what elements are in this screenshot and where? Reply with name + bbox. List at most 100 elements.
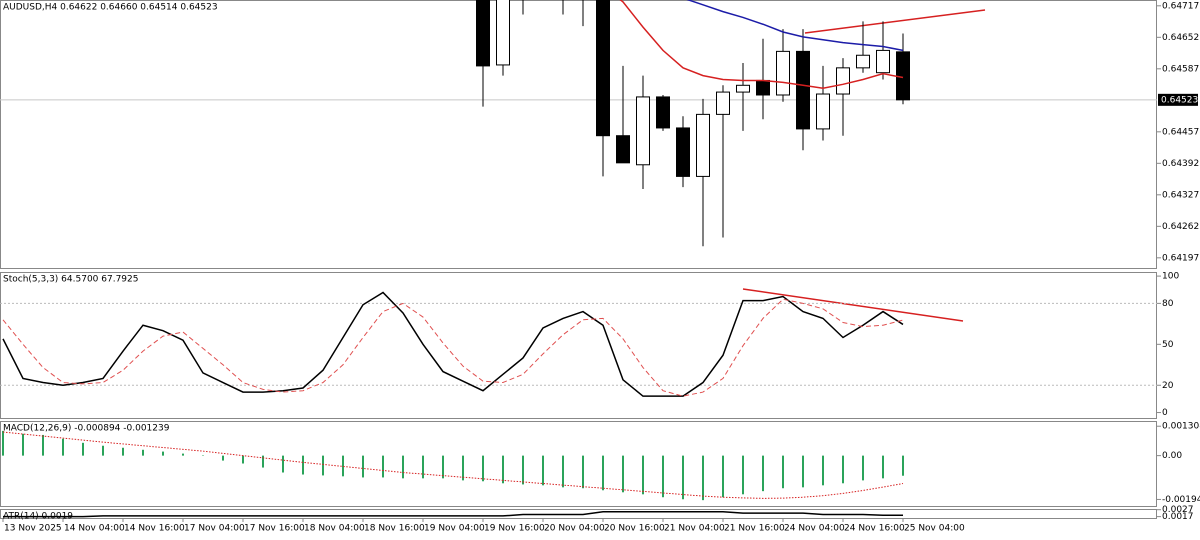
main-pane <box>0 0 1157 269</box>
y-tick-label: 0.64457 <box>1162 127 1199 137</box>
y-tick-label: 0.64197 <box>1162 253 1199 263</box>
y-tick-label: 100 <box>1162 272 1179 282</box>
candle-body <box>876 49 890 74</box>
x-tick-label: 21 Nov 16:00 <box>724 524 785 534</box>
histogram-bar <box>702 455 704 501</box>
histogram-bar <box>582 455 584 489</box>
histogram-bar <box>102 445 104 456</box>
x-tick-label: 14 Nov 16:00 <box>124 524 185 534</box>
stoch-pane <box>0 272 1157 419</box>
histogram-bar <box>62 438 64 456</box>
histogram-bar <box>842 455 844 484</box>
y-tick-label: 0.64262 <box>1162 222 1199 232</box>
histogram-bar <box>782 455 784 489</box>
y-tick-label: 0.64717 <box>1162 1 1199 11</box>
histogram-bar <box>562 455 564 488</box>
x-tick-label: 24 Nov 16:00 <box>844 524 905 534</box>
candle-body <box>896 51 910 101</box>
x-tick-label: 17 Nov 04:00 <box>184 524 245 534</box>
pane-title: MACD(12,26,9) -0.000894 -0.001239 <box>3 424 170 434</box>
histogram-bar <box>282 455 284 473</box>
candle-body <box>656 96 670 129</box>
moving-average <box>619 0 904 89</box>
histogram-bar <box>522 455 524 485</box>
histogram-bar <box>322 455 324 476</box>
x-tick-label: 25 Nov 04:00 <box>904 524 965 534</box>
candle-body <box>776 50 790 96</box>
candle-body <box>716 91 730 115</box>
price-label-box <box>1158 93 1198 106</box>
y-tick-label: 0.64587 <box>1162 64 1199 74</box>
x-tick-label: 19 Nov 04:00 <box>424 524 485 534</box>
candle-body <box>836 67 850 95</box>
histogram-bar <box>262 455 264 468</box>
x-tick-label: 20 Nov 04:00 <box>544 524 605 534</box>
pane-title: Stoch(5,3,3) 64.5700 67.7925 <box>3 275 138 285</box>
y-tick-label: 80 <box>1162 299 1174 309</box>
y-tick-label: 0 <box>1162 408 1168 418</box>
histogram-bar <box>1 430 4 456</box>
histogram-bar <box>22 433 24 456</box>
signal-line <box>2 431 904 499</box>
candle-body <box>676 127 690 177</box>
macd-pane <box>0 421 1157 507</box>
trendline <box>742 288 964 322</box>
histogram-bar <box>742 455 744 495</box>
candle-body <box>636 96 650 166</box>
candle-body <box>856 54 870 69</box>
histogram-bar <box>42 434 44 456</box>
histogram-bar <box>162 451 164 456</box>
candle-body <box>476 0 490 67</box>
candle-body <box>696 113 710 177</box>
y-tick-label: 0.001308 <box>1162 422 1200 432</box>
x-tick-label: 19 Nov 16:00 <box>484 524 545 534</box>
histogram-bar <box>382 455 384 478</box>
x-tick-label: 18 Nov 16:00 <box>364 524 425 534</box>
histogram-bar <box>422 455 424 479</box>
indicator-line <box>2 298 904 397</box>
candle-body <box>816 93 830 130</box>
pane-plot <box>0 291 1157 397</box>
histogram-bar <box>802 455 804 488</box>
candle-body <box>596 0 610 137</box>
histogram-bar <box>242 455 244 464</box>
candle-body <box>796 50 810 130</box>
y-tick-label: -0.001948 <box>1162 495 1200 505</box>
histogram-bar <box>642 455 644 495</box>
histogram-bar <box>622 455 624 493</box>
histogram-bar <box>342 455 344 477</box>
y-tick-label: 50 <box>1162 340 1174 350</box>
histogram-bar <box>762 455 764 492</box>
histogram-bar <box>682 455 684 500</box>
x-tick-label: 13 Nov 2025 <box>4 524 62 534</box>
current-price-label: 0.64523 <box>1161 95 1198 105</box>
histogram-bar <box>722 455 724 498</box>
histogram-bar <box>222 455 224 461</box>
indicator-line <box>2 291 904 397</box>
histogram-bar <box>142 449 144 456</box>
histogram-bar <box>882 455 884 479</box>
histogram-bar <box>602 455 604 491</box>
indicator-line <box>3 511 903 518</box>
trendline <box>804 9 986 34</box>
y-tick-label: 0.0017 <box>1162 512 1194 522</box>
histogram-bar <box>662 455 664 498</box>
x-tick-label: 24 Nov 04:00 <box>784 524 845 534</box>
moving-average <box>686 0 904 52</box>
pane-title: AUDUSD,H4 0.64622 0.64660 0.64514 0.6452… <box>3 3 218 13</box>
histogram-bar <box>822 455 824 486</box>
candle-body <box>496 0 510 66</box>
histogram-bar <box>82 442 84 456</box>
y-tick-label: 0.64652 <box>1162 33 1199 43</box>
histogram-bar <box>402 455 404 479</box>
atr-pane <box>0 509 1157 519</box>
histogram-bar <box>482 455 484 482</box>
histogram-bar <box>182 453 184 456</box>
x-tick-label: 18 Nov 04:00 <box>304 524 365 534</box>
y-tick-label: 20 <box>1162 381 1174 391</box>
histogram-bar <box>122 447 124 456</box>
y-tick-label: 0.64392 <box>1162 159 1199 169</box>
candle-body <box>736 84 750 93</box>
candle-body <box>616 135 630 164</box>
